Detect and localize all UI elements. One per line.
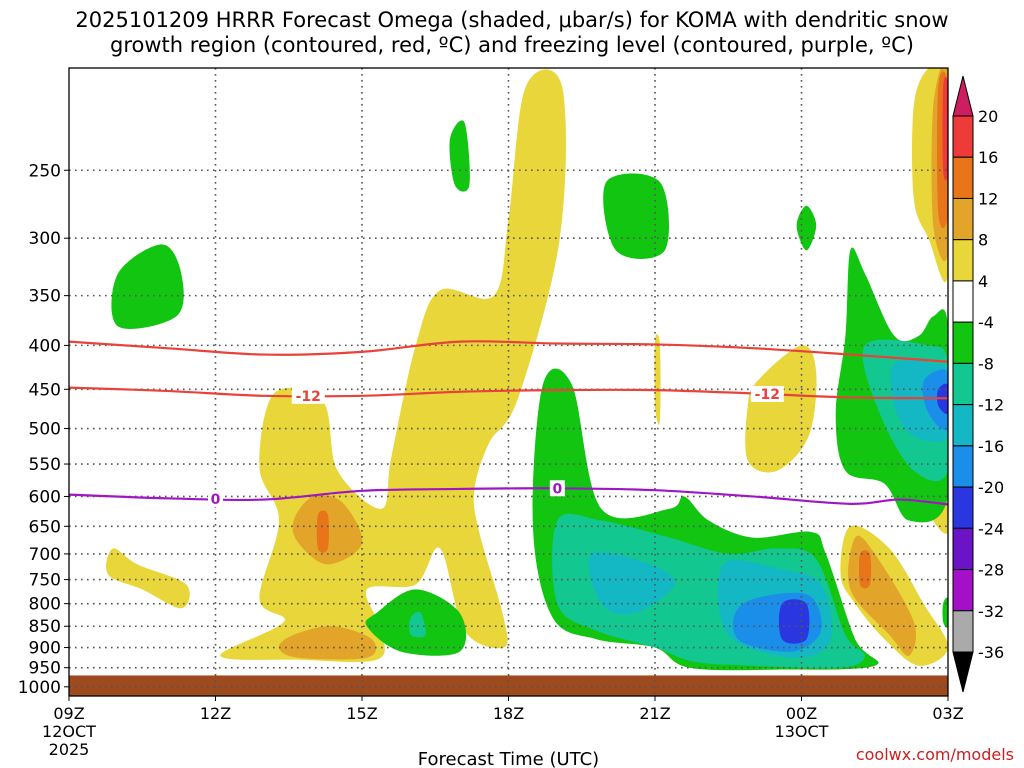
colorbar-label-5: -4 — [978, 313, 994, 332]
omega-region-12 — [858, 550, 872, 589]
contour-line-1 — [69, 386, 948, 400]
credit-text: coolwx.com/models — [855, 745, 1014, 764]
y-tick-label-550: 550 — [29, 455, 61, 475]
contour-label-2-0: 0 — [211, 492, 221, 508]
colorbar-swatch-7 — [952, 404, 974, 447]
x-tick-label-21Z: 21Z — [639, 704, 670, 723]
omega-region-3 — [654, 334, 661, 425]
colorbar-swatch-0 — [952, 115, 974, 158]
y-tick-label-1000: 1000 — [18, 678, 61, 698]
contour-line-0 — [69, 340, 948, 363]
omega-field — [106, 68, 948, 671]
y-tick-label-500: 500 — [29, 420, 61, 440]
colorbar-swatch-10 — [952, 527, 974, 571]
y-tick-label-400: 400 — [29, 336, 61, 356]
omega-region-26 — [588, 552, 675, 615]
colorbar-label-12: -32 — [978, 602, 1004, 621]
y-tick-label-950: 950 — [29, 659, 61, 679]
x-tick-label-03Z: 03Z — [932, 704, 963, 723]
x-tick-year-0: 2025 — [49, 740, 90, 759]
colorbar-label-6: -8 — [978, 354, 994, 373]
omega-region-8 — [278, 626, 377, 660]
x-tick-label-18Z: 18Z — [493, 704, 524, 723]
colorbar-label-9: -20 — [978, 478, 1004, 497]
colorbar-label-3: 8 — [978, 231, 988, 250]
colorbar — [952, 75, 974, 693]
colorbar-label-11: -28 — [978, 561, 1004, 580]
colorbar-swatch-4 — [952, 280, 974, 323]
y-tick-label-750: 750 — [29, 571, 61, 591]
colorbar-arrow-bottom — [952, 651, 974, 693]
colorbar-swatch-9 — [952, 486, 974, 529]
colorbar-swatch-8 — [952, 445, 974, 488]
contour-label-1-0: -12 — [296, 389, 321, 405]
contour-label-1-1: -12 — [755, 387, 780, 403]
x-tick-label-12Z: 12Z — [200, 704, 231, 723]
omega-region-15 — [111, 244, 184, 329]
colorbar-label-1: 16 — [978, 148, 998, 167]
colorbar-label-8: -16 — [978, 437, 1004, 456]
chart-title-line-2: growth region (contoured, red, ºC) and f… — [110, 33, 914, 57]
y-tick-label-600: 600 — [29, 487, 61, 507]
contour-line-2 — [69, 487, 948, 506]
colorbar-label-2: 12 — [978, 189, 998, 208]
omega-region-2 — [745, 345, 817, 473]
colorbar-swatch-5 — [952, 321, 974, 364]
omega-region-18 — [796, 205, 817, 251]
omega-region-31 — [778, 599, 810, 644]
y-tick-label-300: 300 — [29, 229, 61, 249]
colorbar-label-10: -24 — [978, 519, 1004, 538]
colorbar-swatch-2 — [952, 197, 974, 241]
omega-region-24 — [409, 611, 426, 638]
contour-label-2-1: 0 — [552, 481, 562, 497]
terrain-ground — [69, 675, 948, 696]
colorbar-swatch-6 — [952, 362, 974, 406]
x-tick-label-15Z: 15Z — [346, 704, 377, 723]
omega-region-14 — [942, 76, 948, 181]
x-tick-label-09Z: 09Z — [53, 704, 84, 723]
colorbar-label-7: -12 — [978, 396, 1004, 415]
x-tick-date-0: 12OCT — [42, 722, 96, 741]
contour-label-bg-2-1 — [549, 480, 565, 497]
grid — [69, 68, 948, 696]
y-tick-label-350: 350 — [29, 287, 61, 307]
colorbar-label-4: 4 — [978, 272, 988, 291]
colorbar-swatch-1 — [952, 156, 974, 199]
colorbar-swatch-12 — [952, 610, 974, 653]
colorbar-label-13: -36 — [978, 643, 1004, 662]
omega-region-16 — [449, 120, 470, 192]
x-tick-date-5: 13OCT — [775, 722, 829, 741]
y-tick-label-450: 450 — [29, 380, 61, 400]
omega-region-1 — [106, 548, 190, 609]
y-tick-label-700: 700 — [29, 545, 61, 565]
chart-title-line-1: 2025101209 HRRR Forecast Omega (shaded, … — [75, 8, 949, 32]
y-tick-label-900: 900 — [29, 639, 61, 659]
colorbar-swatch-11 — [952, 569, 974, 612]
x-axis-title: Forecast Time (UTC) — [418, 749, 599, 768]
contour-label-bg-1-1 — [750, 386, 784, 403]
y-tick-label-250: 250 — [29, 161, 61, 181]
colorbar-swatch-3 — [952, 239, 974, 282]
omega-region-22 — [942, 597, 948, 628]
y-tick-label-800: 800 — [29, 595, 61, 615]
contour-label-bg-1-0 — [291, 387, 325, 404]
x-tick-label-00Z: 00Z — [786, 704, 817, 723]
contour-label-bg-2-0 — [208, 490, 223, 507]
y-tick-label-650: 650 — [29, 517, 61, 537]
colorbar-label-0: 20 — [978, 107, 998, 126]
omega-region-30 — [922, 369, 948, 431]
colorbar-arrow-top — [952, 75, 974, 117]
y-tick-label-850: 850 — [29, 617, 61, 637]
omega-region-11 — [316, 510, 329, 553]
